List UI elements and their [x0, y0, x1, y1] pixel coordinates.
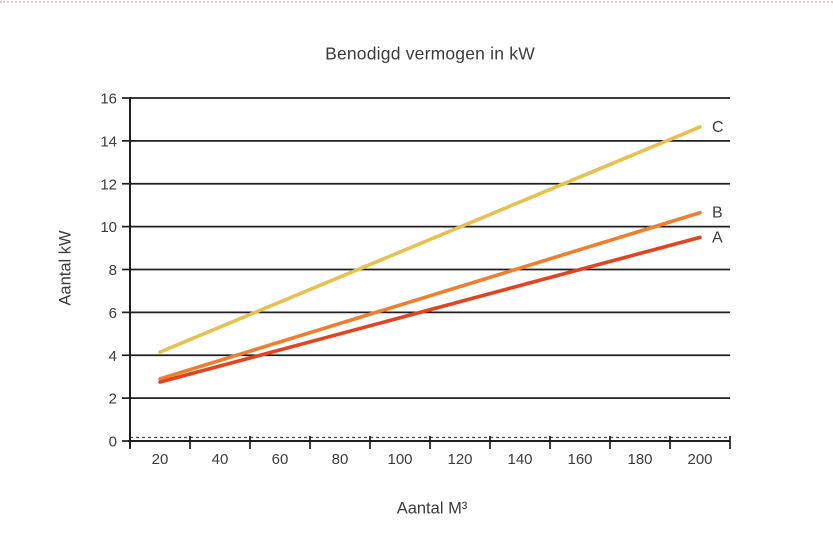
x-tick-label: 80	[332, 451, 349, 468]
x-tick-label: 20	[152, 451, 169, 468]
y-tick-label: 8	[109, 262, 117, 279]
x-tick-label: 180	[627, 451, 652, 468]
y-tick-label: 14	[100, 133, 117, 150]
series-line-B	[158, 210, 702, 381]
x-tick-label: 100	[387, 451, 412, 468]
y-axis-title: Aantal kW	[56, 230, 75, 306]
y-tick-label: 16	[100, 91, 117, 108]
chart-title: Benodigd vermogen in kW	[325, 43, 535, 64]
series-label-C: C	[712, 119, 724, 136]
x-tick-label: 40	[212, 451, 229, 468]
x-tick-label: 160	[567, 451, 592, 468]
series-line-A	[158, 235, 702, 384]
y-tick-label: 0	[109, 434, 117, 451]
series-label-B: B	[712, 205, 723, 222]
y-tick-label: 4	[109, 348, 117, 365]
page-top-dotted-border	[0, 1, 833, 3]
x-tick-label: 200	[687, 451, 712, 468]
series-line-C	[158, 125, 702, 354]
x-tick-label: 140	[507, 451, 532, 468]
x-tick-label: 60	[272, 451, 289, 468]
x-axis-title: Aantal M³	[396, 499, 468, 518]
series-label-A: A	[712, 229, 723, 246]
y-tick-label: 2	[109, 391, 117, 408]
y-tick-label: 6	[109, 305, 117, 322]
x-tick-label: 120	[447, 451, 472, 468]
y-tick-label: 12	[100, 176, 117, 193]
y-tick-label: 10	[100, 219, 117, 236]
